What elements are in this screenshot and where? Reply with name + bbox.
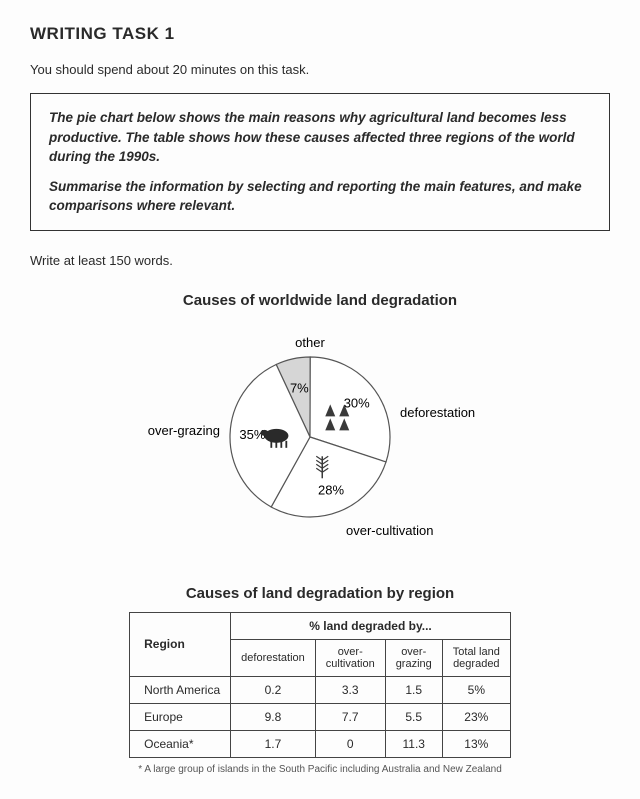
pie-label-deforestation: deforestation [400,405,475,420]
table-title: Causes of land degradation by region [30,585,610,602]
region-table: Region % land degraded by... deforestati… [129,612,511,758]
col-0: deforestation [231,639,316,676]
prompt-box: The pie chart below shows the main reaso… [30,93,610,231]
cell-region: North America [130,676,231,703]
table-row: North America0.23.31.55% [130,676,511,703]
cell-1-3: 23% [442,703,510,730]
col-2: over-grazing [385,639,442,676]
cell-1-2: 5.5 [385,703,442,730]
pie-label-over_cultivation: over-cultivation [346,523,433,538]
pie-chart-title: Causes of worldwide land degradation [30,292,610,309]
pie-pct-other: 7% [290,380,309,395]
word-count-note: Write at least 150 words. [30,253,610,268]
pie-label-over_grazing: over-grazing [148,423,220,438]
table-row: Europe9.87.75.523% [130,703,511,730]
cell-0-1: 3.3 [315,676,385,703]
col-1: over-cultivation [315,639,385,676]
col-region: Region [130,612,231,676]
cell-0-2: 1.5 [385,676,442,703]
cell-2-0: 1.7 [231,730,316,757]
col-3: Total landdegraded [442,639,510,676]
prompt-paragraph-1: The pie chart below shows the main reaso… [49,108,591,167]
pie-pct-over_cultivation: 28% [318,482,344,497]
prompt-paragraph-2: Summarise the information by selecting a… [49,177,591,216]
cell-region: Europe [130,703,231,730]
time-instruction: You should spend about 20 minutes on thi… [30,62,610,77]
cell-0-3: 5% [442,676,510,703]
cell-0-0: 0.2 [231,676,316,703]
pie-svg: 7%30%28%35%otherdeforestationover-cultiv… [130,317,510,557]
pie-label-other: other [295,335,325,350]
col-span-header: % land degraded by... [231,612,511,639]
task-heading: WRITING TASK 1 [30,24,610,44]
cell-2-1: 0 [315,730,385,757]
pie-pct-deforestation: 30% [344,395,370,410]
footnote: * A large group of islands in the South … [30,764,610,775]
cell-region: Oceania* [130,730,231,757]
cell-2-3: 13% [442,730,510,757]
table-row: Oceania*1.7011.313% [130,730,511,757]
pie-chart: 7%30%28%35%otherdeforestationover-cultiv… [30,317,610,557]
cell-1-1: 7.7 [315,703,385,730]
cell-2-2: 11.3 [385,730,442,757]
cell-1-0: 9.8 [231,703,316,730]
